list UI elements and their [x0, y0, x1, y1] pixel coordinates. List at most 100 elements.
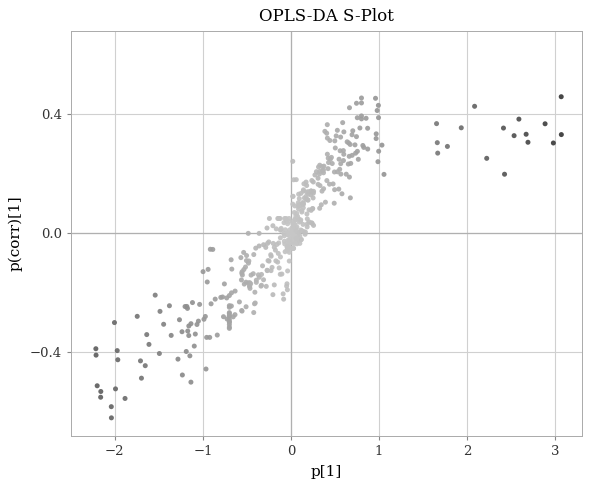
Point [348, 151, 357, 159]
Point [244, 259, 253, 267]
Point [280, 215, 289, 223]
Point [327, 160, 337, 168]
Point [254, 271, 263, 279]
Point [371, 94, 380, 102]
Point [245, 284, 255, 292]
Point [249, 309, 258, 317]
Point [330, 186, 339, 193]
Point [294, 236, 304, 244]
Point [309, 194, 318, 202]
Point [271, 257, 281, 265]
Point [323, 121, 332, 129]
Point [292, 223, 301, 231]
Point [326, 155, 335, 163]
Point [296, 217, 305, 225]
Point [245, 279, 254, 286]
Point [241, 303, 251, 311]
Point [372, 107, 382, 114]
Point [372, 134, 381, 142]
Point [345, 173, 354, 181]
Point [113, 347, 122, 355]
Point [379, 170, 389, 178]
Point [322, 130, 332, 137]
Point [291, 235, 301, 243]
Point [96, 393, 106, 401]
Point [296, 226, 306, 234]
Point [346, 160, 355, 168]
Point [522, 131, 531, 138]
Point [302, 182, 312, 189]
Point [113, 356, 123, 364]
Point [288, 192, 297, 200]
Point [288, 157, 297, 165]
Point [111, 385, 120, 393]
Point [274, 264, 284, 272]
Point [514, 115, 524, 123]
Point [549, 139, 558, 147]
Point [301, 192, 311, 200]
Point [283, 286, 292, 294]
Point [284, 244, 294, 252]
Point [272, 241, 281, 248]
Point [110, 318, 119, 326]
Point [301, 195, 311, 203]
Point [290, 240, 299, 247]
Point [359, 144, 369, 151]
Point [313, 174, 323, 182]
Point [279, 219, 289, 226]
Point [276, 226, 286, 234]
Point [237, 307, 247, 315]
Point [283, 220, 292, 228]
Point [336, 133, 345, 141]
Point [276, 234, 285, 242]
Point [299, 201, 308, 208]
Point [136, 357, 145, 365]
Point [225, 324, 234, 332]
Point [225, 309, 234, 317]
Point [273, 215, 283, 223]
Point [251, 279, 261, 286]
Point [333, 127, 342, 134]
Point [357, 99, 366, 107]
Point [296, 236, 306, 244]
Point [288, 244, 297, 252]
Point [184, 322, 194, 330]
Point [237, 269, 247, 277]
Point [202, 334, 211, 341]
Point [321, 198, 330, 206]
Point [276, 215, 285, 223]
Point [315, 168, 324, 175]
Point [289, 244, 299, 252]
Point [276, 270, 285, 278]
Point [276, 253, 285, 261]
Point [339, 157, 348, 165]
Point [278, 290, 288, 298]
Point [205, 245, 215, 253]
Point [288, 227, 297, 235]
Point [288, 200, 297, 208]
Point [294, 202, 303, 210]
Point [313, 181, 323, 188]
Point [289, 231, 298, 239]
Point [288, 239, 297, 247]
Point [299, 228, 309, 236]
Point [283, 243, 292, 251]
Point [355, 124, 365, 132]
Point [334, 185, 343, 193]
Point [280, 232, 289, 240]
Point [348, 127, 358, 134]
Point [280, 240, 290, 248]
Point [189, 342, 199, 350]
Point [91, 345, 100, 353]
Point [285, 226, 294, 234]
Point [244, 229, 253, 237]
Point [358, 142, 368, 150]
Point [372, 130, 381, 138]
Point [289, 230, 298, 238]
Point [290, 208, 299, 216]
Point [500, 170, 509, 178]
Point [291, 238, 301, 246]
Point [288, 230, 297, 238]
Point [91, 351, 101, 359]
Point [294, 215, 304, 223]
